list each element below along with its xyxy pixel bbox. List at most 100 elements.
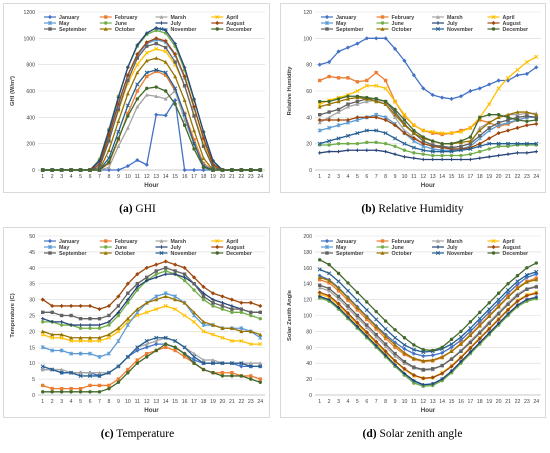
data-point (374, 334, 379, 339)
data-point (135, 62, 140, 67)
legend-label: October (392, 251, 412, 257)
data-point (374, 317, 379, 322)
series-july (41, 26, 262, 172)
y-axis-label: Relative Humidity (287, 66, 293, 115)
data-point (318, 78, 322, 83)
data-point (336, 97, 341, 101)
data-point (364, 307, 369, 312)
legend-marker (380, 245, 385, 249)
x-tick-label: 2 (51, 174, 54, 180)
data-point (192, 114, 196, 118)
data-point (317, 275, 322, 280)
y-tick-label: 200 (26, 142, 35, 148)
data-point (135, 104, 140, 109)
data-point (534, 112, 539, 117)
data-point (458, 342, 463, 346)
data-point (154, 348, 158, 353)
legend-label: January (59, 239, 79, 245)
data-point (211, 371, 215, 375)
data-point (393, 342, 398, 347)
x-tick-label: 9 (394, 174, 397, 180)
y-tick-label: 120 (303, 10, 312, 16)
series-june (41, 269, 262, 330)
legend-marker (215, 251, 219, 255)
data-point (135, 89, 140, 93)
data-point (144, 345, 149, 350)
x-tick-label: 7 (98, 174, 101, 180)
caption-text: Solar zenith angle (379, 428, 463, 440)
data-point (496, 153, 501, 158)
data-point (107, 139, 111, 143)
data-point (336, 286, 341, 291)
data-point (69, 351, 74, 356)
x-tick-label: 12 (420, 399, 426, 405)
series-line (319, 276, 537, 362)
data-point (524, 110, 529, 114)
series-line (42, 295, 261, 339)
x-tick-label: 10 (402, 174, 408, 180)
data-point (201, 319, 206, 324)
data-point (515, 151, 520, 155)
data-point (97, 370, 102, 375)
data-point (346, 102, 350, 106)
legend-label: Marsh (171, 239, 187, 245)
x-tick-label: 15 (449, 174, 455, 180)
legend: January February Marsh April May June July Augu… (44, 14, 252, 33)
legend-marker (380, 239, 385, 243)
data-point (345, 288, 351, 293)
data-point (144, 92, 149, 97)
data-point (393, 110, 397, 114)
data-point (40, 329, 45, 334)
x-tick-label: 18 (201, 174, 207, 180)
data-point (135, 307, 140, 311)
data-point (211, 168, 215, 172)
x-tick-label: 1 (41, 399, 44, 405)
y-tick-label: 600 (26, 89, 35, 95)
data-point (468, 333, 473, 338)
series-december (41, 342, 262, 394)
data-point (78, 373, 83, 378)
series-june (318, 140, 538, 158)
data-point (496, 300, 501, 305)
legend-marker (324, 244, 330, 250)
legend-marker (104, 245, 108, 249)
data-point (346, 76, 350, 80)
series-line (319, 259, 537, 352)
data-point (50, 320, 54, 324)
data-point (154, 272, 158, 276)
data-point (248, 364, 253, 369)
data-point (116, 377, 121, 381)
data-point (97, 168, 102, 172)
data-point (192, 138, 196, 142)
series-line (42, 69, 261, 171)
data-point (524, 272, 529, 278)
data-point (210, 323, 215, 327)
data-point (374, 148, 378, 152)
data-point (210, 332, 216, 337)
legend-label: July (447, 21, 458, 27)
data-point (249, 377, 253, 381)
data-point (201, 291, 206, 295)
data-point (345, 104, 350, 109)
data-point (525, 297, 529, 302)
data-point (125, 73, 130, 78)
data-point (173, 41, 177, 46)
data-point (258, 364, 263, 369)
x-tick-label: 17 (191, 174, 197, 180)
data-point (201, 323, 206, 328)
data-point (248, 361, 253, 365)
data-point (336, 149, 341, 154)
data-point (154, 85, 158, 89)
y-tick-label: 30 (29, 298, 35, 304)
data-point (496, 115, 501, 120)
series-line (319, 129, 537, 153)
data-point (374, 128, 379, 133)
caption-tag: (b) (361, 203, 376, 215)
data-point (449, 149, 454, 154)
data-point (524, 141, 529, 146)
y-tick-label: 140 (303, 282, 312, 288)
data-point (365, 95, 369, 100)
data-point (402, 112, 407, 117)
data-point (431, 143, 435, 147)
data-point (135, 345, 140, 350)
